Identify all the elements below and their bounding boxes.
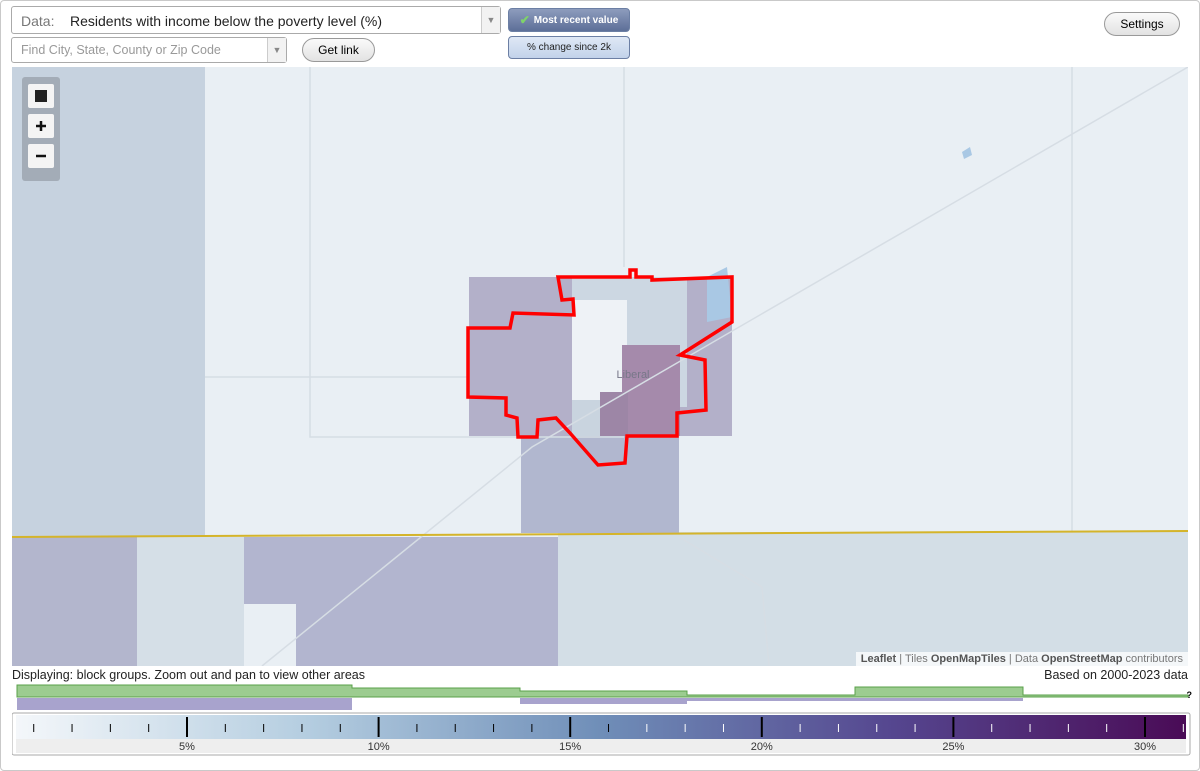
region: [622, 345, 680, 436]
settings-button[interactable]: Settings: [1104, 12, 1180, 36]
plus-icon: [36, 121, 46, 131]
dropdown-arrow: ▼: [267, 38, 286, 62]
legend-gradient: [16, 715, 1186, 739]
attribution-text: contributors: [1125, 653, 1183, 665]
histogram-band: [17, 698, 1023, 704]
water: [707, 267, 732, 322]
region: [600, 392, 628, 436]
dropdown-arrow: ▼: [481, 7, 500, 33]
water: [962, 147, 972, 159]
attribution-text[interactable]: Leaflet: [860, 653, 897, 665]
legend-label: 5%: [179, 741, 195, 753]
data-value: Residents with income below the poverty …: [70, 13, 383, 29]
histogram-band: [17, 698, 352, 710]
mode-label: % change since 2k: [527, 42, 611, 53]
search-placeholder: Find City, State, County or Zip Code: [21, 43, 221, 57]
mode-button[interactable]: ✔ Most recent value: [508, 8, 630, 32]
place-label: Liberal: [616, 369, 649, 381]
legend-label: 20%: [751, 741, 773, 753]
get-link-button[interactable]: Get link: [302, 38, 375, 62]
map: Liberal: [12, 67, 1188, 666]
state-border: [12, 530, 1188, 538]
region: [137, 537, 244, 666]
region: [296, 604, 558, 666]
histogram-legend: ? 5% 10% 15% 20% 25% 30%: [12, 684, 1193, 756]
region: [572, 400, 600, 436]
legend-label-strip: [16, 739, 1186, 753]
legend-label: 25%: [942, 741, 964, 753]
region: [558, 532, 1188, 666]
help-mark[interactable]: ?: [1187, 690, 1193, 700]
data-label: Data:: [21, 13, 55, 29]
attribution-text[interactable]: OpenMapTiles: [930, 653, 1006, 665]
selected-boundary: [466, 268, 734, 467]
attribution-text: Data: [1014, 653, 1039, 665]
histogram-band: [16, 684, 1189, 698]
displaying-note: Displaying: block groups. Zoom out and p…: [12, 668, 365, 682]
mode-label: Most recent value: [533, 14, 619, 26]
region: [572, 300, 627, 400]
mode-button[interactable]: % change since 2k: [508, 36, 630, 59]
legend-label: 30%: [1134, 741, 1156, 753]
attribution-text: Tiles: [904, 653, 928, 665]
attribution-text: |: [899, 653, 903, 665]
search-box[interactable]: Find City, State, County or Zip Code ▼: [11, 37, 287, 63]
attribution: Leaflet | Tiles OpenMapTiles | Data Open…: [855, 652, 1188, 666]
check-icon: ✔: [519, 13, 530, 27]
region: [521, 436, 679, 533]
based-on-note: Based on 2000-2023 data: [1044, 668, 1188, 682]
attribution-text[interactable]: OpenStreetMap: [1041, 653, 1123, 665]
data-select[interactable]: Data: Residents with income below the po…: [11, 6, 501, 34]
region: [12, 537, 137, 666]
fullscreen-icon: [35, 90, 47, 102]
attribution-text: |: [1008, 653, 1012, 665]
legend-label: 15%: [559, 741, 581, 753]
region: [244, 537, 558, 604]
legend-label: 10%: [368, 741, 390, 753]
